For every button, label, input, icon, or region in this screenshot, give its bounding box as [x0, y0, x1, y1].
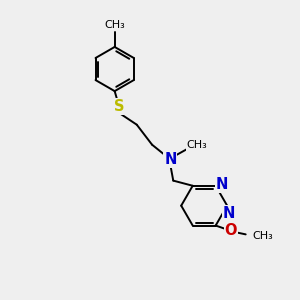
Text: N: N — [215, 177, 228, 192]
Text: CH₃: CH₃ — [252, 231, 273, 241]
Text: N: N — [222, 206, 235, 220]
Text: CH₃: CH₃ — [186, 140, 207, 150]
Text: O: O — [225, 223, 237, 238]
Text: CH₃: CH₃ — [104, 20, 125, 30]
Text: S: S — [114, 99, 124, 114]
Text: N: N — [164, 152, 176, 167]
